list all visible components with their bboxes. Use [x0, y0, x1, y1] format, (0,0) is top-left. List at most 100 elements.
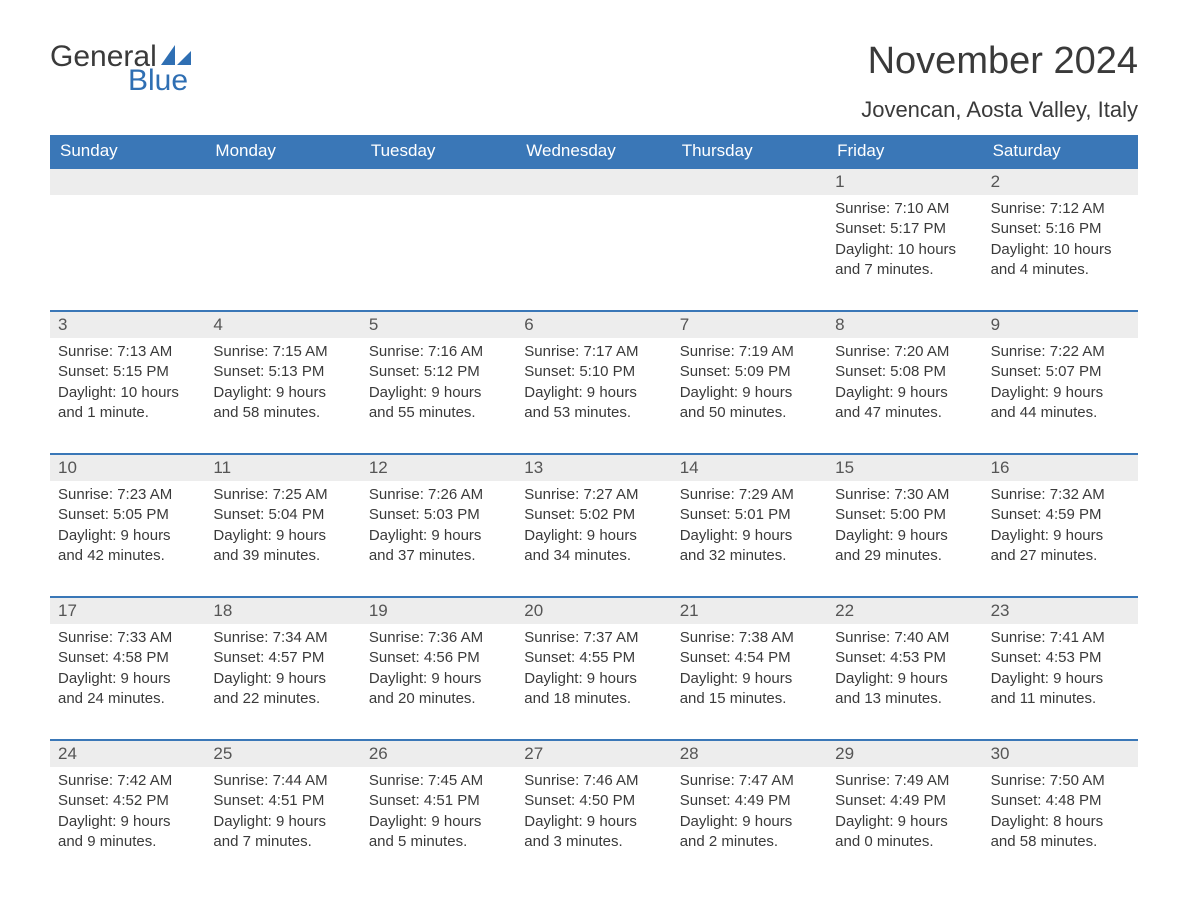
- sunrise-line: Sunrise: 7:33 AM: [58, 628, 197, 648]
- day-cell: Sunrise: 7:27 AMSunset: 5:02 PMDaylight:…: [516, 481, 671, 572]
- daylight-line: Daylight: 10 hours and 7 minutes.: [835, 240, 974, 281]
- sunrise-line: Sunrise: 7:16 AM: [369, 342, 508, 362]
- day-number: 25: [205, 741, 360, 767]
- location-subtitle: Jovencan, Aosta Valley, Italy: [861, 97, 1138, 123]
- sunset-line: Sunset: 4:49 PM: [835, 791, 974, 811]
- daylight-line: Daylight: 9 hours and 47 minutes.: [835, 383, 974, 424]
- day-cell: Sunrise: 7:30 AMSunset: 5:00 PMDaylight:…: [827, 481, 982, 572]
- sunset-line: Sunset: 5:13 PM: [213, 362, 352, 382]
- day-cell: Sunrise: 7:25 AMSunset: 5:04 PMDaylight:…: [205, 481, 360, 572]
- sunset-line: Sunset: 5:00 PM: [835, 505, 974, 525]
- daylight-line: Daylight: 9 hours and 53 minutes.: [524, 383, 663, 424]
- sunset-line: Sunset: 5:03 PM: [369, 505, 508, 525]
- sunset-line: Sunset: 5:09 PM: [680, 362, 819, 382]
- sunrise-line: Sunrise: 7:36 AM: [369, 628, 508, 648]
- day-cell: [516, 195, 671, 286]
- day-cell: Sunrise: 7:42 AMSunset: 4:52 PMDaylight:…: [50, 767, 205, 858]
- sunset-line: Sunset: 4:51 PM: [369, 791, 508, 811]
- sunset-line: Sunset: 4:59 PM: [991, 505, 1130, 525]
- day-number: 5: [361, 312, 516, 338]
- week-row: 24252627282930Sunrise: 7:42 AMSunset: 4:…: [50, 739, 1138, 858]
- day-cell: Sunrise: 7:12 AMSunset: 5:16 PMDaylight:…: [983, 195, 1138, 286]
- sunset-line: Sunset: 4:48 PM: [991, 791, 1130, 811]
- daylight-line: Daylight: 9 hours and 39 minutes.: [213, 526, 352, 567]
- weekday-header: Wednesday: [516, 135, 671, 167]
- day-cell: Sunrise: 7:22 AMSunset: 5:07 PMDaylight:…: [983, 338, 1138, 429]
- day-number-row: 12: [50, 169, 1138, 195]
- day-cell: Sunrise: 7:45 AMSunset: 4:51 PMDaylight:…: [361, 767, 516, 858]
- day-cell: Sunrise: 7:20 AMSunset: 5:08 PMDaylight:…: [827, 338, 982, 429]
- daylight-line: Daylight: 8 hours and 58 minutes.: [991, 812, 1130, 853]
- daylight-line: Daylight: 9 hours and 2 minutes.: [680, 812, 819, 853]
- day-number: 20: [516, 598, 671, 624]
- sunset-line: Sunset: 5:15 PM: [58, 362, 197, 382]
- weekday-header: Thursday: [672, 135, 827, 167]
- weekday-header: Sunday: [50, 135, 205, 167]
- daylight-line: Daylight: 9 hours and 11 minutes.: [991, 669, 1130, 710]
- weekday-header-row: SundayMondayTuesdayWednesdayThursdayFrid…: [50, 135, 1138, 167]
- day-cell: Sunrise: 7:13 AMSunset: 5:15 PMDaylight:…: [50, 338, 205, 429]
- page-title: November 2024: [861, 40, 1138, 83]
- sunrise-line: Sunrise: 7:29 AM: [680, 485, 819, 505]
- sunset-line: Sunset: 5:08 PM: [835, 362, 974, 382]
- day-number: 15: [827, 455, 982, 481]
- day-number: 19: [361, 598, 516, 624]
- day-number-row: 24252627282930: [50, 741, 1138, 767]
- day-cell: Sunrise: 7:41 AMSunset: 4:53 PMDaylight:…: [983, 624, 1138, 715]
- day-cell: Sunrise: 7:17 AMSunset: 5:10 PMDaylight:…: [516, 338, 671, 429]
- sunset-line: Sunset: 5:17 PM: [835, 219, 974, 239]
- logo: General Blue: [50, 40, 191, 98]
- day-number: 28: [672, 741, 827, 767]
- day-number: 16: [983, 455, 1138, 481]
- day-number: 17: [50, 598, 205, 624]
- day-number-row: 10111213141516: [50, 455, 1138, 481]
- daylight-line: Daylight: 9 hours and 58 minutes.: [213, 383, 352, 424]
- day-number: 4: [205, 312, 360, 338]
- sunset-line: Sunset: 4:49 PM: [680, 791, 819, 811]
- sunrise-line: Sunrise: 7:50 AM: [991, 771, 1130, 791]
- sunset-line: Sunset: 5:10 PM: [524, 362, 663, 382]
- sunrise-line: Sunrise: 7:37 AM: [524, 628, 663, 648]
- sunrise-line: Sunrise: 7:19 AM: [680, 342, 819, 362]
- day-cell: Sunrise: 7:49 AMSunset: 4:49 PMDaylight:…: [827, 767, 982, 858]
- day-number: [50, 169, 205, 195]
- header: General Blue November 2024 Jovencan, Aos…: [50, 40, 1138, 123]
- day-number: 6: [516, 312, 671, 338]
- daylight-line: Daylight: 9 hours and 15 minutes.: [680, 669, 819, 710]
- day-cell: [361, 195, 516, 286]
- day-number: 18: [205, 598, 360, 624]
- day-number: 2: [983, 169, 1138, 195]
- day-cell: Sunrise: 7:40 AMSunset: 4:53 PMDaylight:…: [827, 624, 982, 715]
- sunrise-line: Sunrise: 7:27 AM: [524, 485, 663, 505]
- sunset-line: Sunset: 4:58 PM: [58, 648, 197, 668]
- day-number: 13: [516, 455, 671, 481]
- sunset-line: Sunset: 5:02 PM: [524, 505, 663, 525]
- day-number: 22: [827, 598, 982, 624]
- day-cell: [672, 195, 827, 286]
- sunrise-line: Sunrise: 7:20 AM: [835, 342, 974, 362]
- sunset-line: Sunset: 4:51 PM: [213, 791, 352, 811]
- daylight-line: Daylight: 9 hours and 32 minutes.: [680, 526, 819, 567]
- sunrise-line: Sunrise: 7:22 AM: [991, 342, 1130, 362]
- sunrise-line: Sunrise: 7:44 AM: [213, 771, 352, 791]
- daylight-line: Daylight: 9 hours and 24 minutes.: [58, 669, 197, 710]
- day-cell: Sunrise: 7:36 AMSunset: 4:56 PMDaylight:…: [361, 624, 516, 715]
- week-row: 10111213141516Sunrise: 7:23 AMSunset: 5:…: [50, 453, 1138, 572]
- sunset-line: Sunset: 4:55 PM: [524, 648, 663, 668]
- day-number: 11: [205, 455, 360, 481]
- day-number: 1: [827, 169, 982, 195]
- sunset-line: Sunset: 4:53 PM: [835, 648, 974, 668]
- day-cell: Sunrise: 7:19 AMSunset: 5:09 PMDaylight:…: [672, 338, 827, 429]
- weekday-header: Saturday: [983, 135, 1138, 167]
- daylight-line: Daylight: 9 hours and 50 minutes.: [680, 383, 819, 424]
- calendar: SundayMondayTuesdayWednesdayThursdayFrid…: [50, 135, 1138, 858]
- day-number-row: 3456789: [50, 312, 1138, 338]
- daylight-line: Daylight: 9 hours and 44 minutes.: [991, 383, 1130, 424]
- day-cell: [205, 195, 360, 286]
- day-cell: Sunrise: 7:46 AMSunset: 4:50 PMDaylight:…: [516, 767, 671, 858]
- sunset-line: Sunset: 5:04 PM: [213, 505, 352, 525]
- day-cell: Sunrise: 7:37 AMSunset: 4:55 PMDaylight:…: [516, 624, 671, 715]
- sunset-line: Sunset: 4:56 PM: [369, 648, 508, 668]
- daylight-line: Daylight: 9 hours and 37 minutes.: [369, 526, 508, 567]
- day-number: 7: [672, 312, 827, 338]
